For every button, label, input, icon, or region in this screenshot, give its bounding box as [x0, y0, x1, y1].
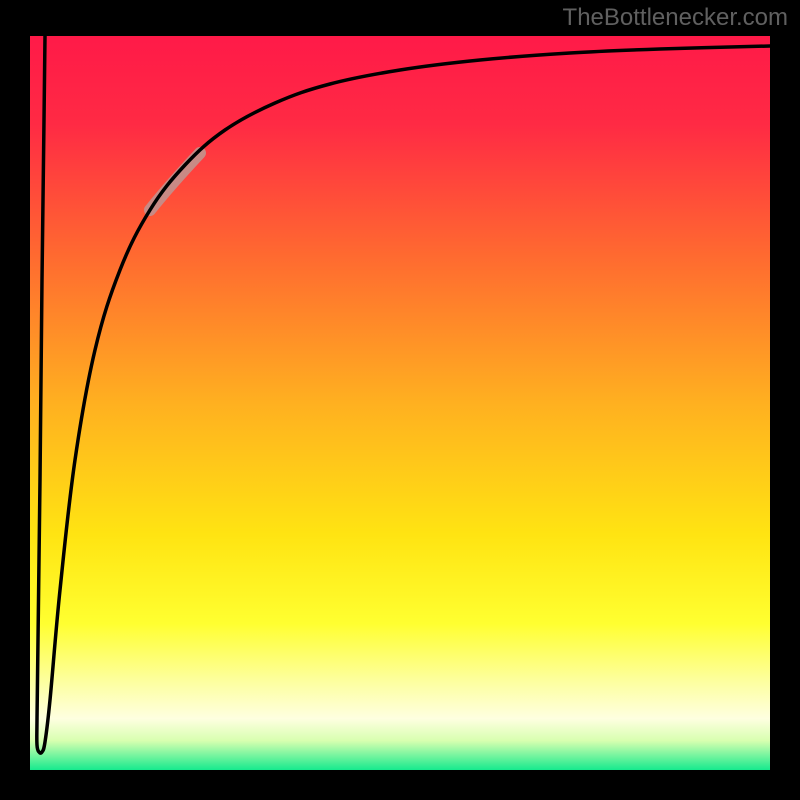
border-bottom: [0, 770, 800, 800]
attribution-text: TheBottlenecker.com: [563, 4, 788, 32]
border-right: [770, 0, 800, 800]
chart-container: TheBottlenecker.com: [0, 0, 800, 800]
plot-gradient: [30, 36, 770, 770]
border-left: [0, 0, 30, 800]
